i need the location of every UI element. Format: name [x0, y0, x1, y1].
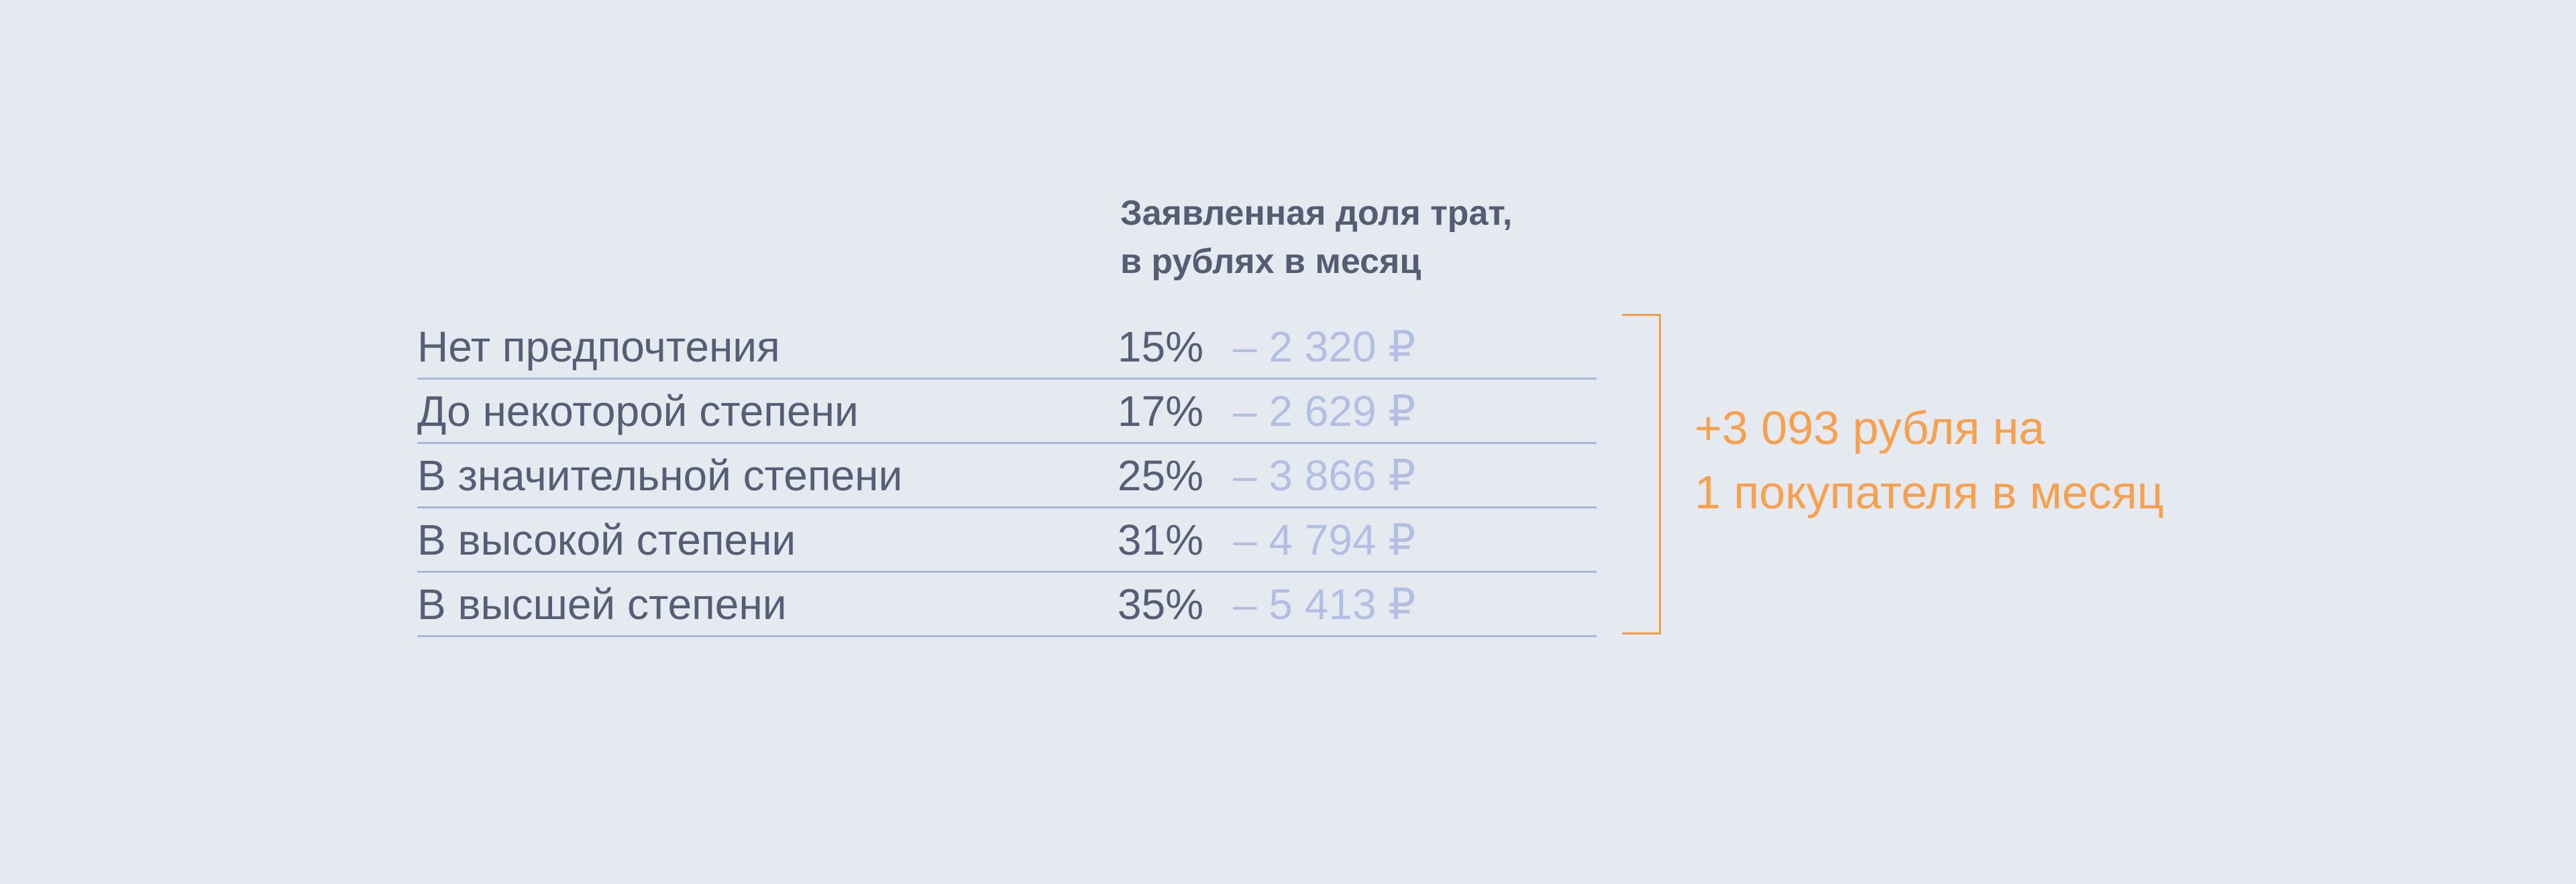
row-amount: – 3 866 ₽	[1233, 451, 1416, 500]
table-row: В высокой степени 31% – 4 794 ₽	[417, 508, 1597, 573]
table-row: В высшей степени 35% – 5 413 ₽	[417, 573, 1597, 637]
table-row: Нет предпочтения 15% – 2 320 ₽	[417, 315, 1597, 380]
column-header-line1: Заявленная доля трат,	[1120, 194, 1513, 233]
table-row: До некоторой степени 17% – 2 629 ₽	[417, 380, 1597, 444]
row-amount: – 4 794 ₽	[1233, 516, 1416, 564]
row-amount: – 2 629 ₽	[1233, 387, 1416, 435]
row-percent: 31%	[1117, 516, 1203, 564]
row-amount: – 5 413 ₽	[1233, 580, 1416, 628]
row-percent: 15%	[1117, 323, 1203, 371]
row-label: В высшей степени	[417, 580, 787, 628]
summary-annotation: +3 093 рубля на 1 покупателя в месяц	[1695, 396, 2164, 524]
summary-bracket	[1622, 314, 1661, 634]
summary-line1: +3 093 рубля на	[1695, 402, 2045, 454]
row-percent: 35%	[1117, 580, 1203, 628]
column-header: Заявленная доля трат, в рублях в месяц	[1120, 189, 1512, 286]
row-percent: 25%	[1117, 451, 1203, 500]
table-row: В значительной степени 25% – 3 866 ₽	[417, 444, 1597, 508]
row-label: Нет предпочтения	[417, 323, 780, 371]
row-label: В значительной степени	[417, 451, 903, 500]
summary-line2: 1 покупателя в месяц	[1695, 466, 2164, 518]
row-amount: – 2 320 ₽	[1233, 323, 1416, 371]
column-header-line2: в рублях в месяц	[1120, 242, 1421, 281]
row-percent: 17%	[1117, 387, 1203, 435]
row-label: До некоторой степени	[417, 387, 859, 435]
row-label: В высокой степени	[417, 516, 796, 564]
preference-table: Нет предпочтения 15% – 2 320 ₽ До некото…	[417, 315, 1597, 637]
